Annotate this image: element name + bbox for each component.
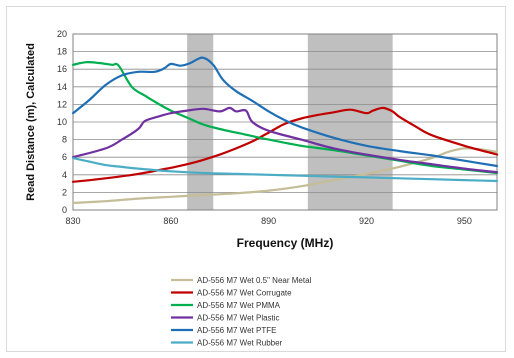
legend-label-5: AD-556 M7 Wet PTFE xyxy=(197,326,276,335)
series-line-4 xyxy=(71,106,499,174)
legend-label-2: AD-556 M7 Wet Corrugate xyxy=(197,289,292,298)
y-tick-label: 18 xyxy=(57,47,67,57)
tick-labels: 0 2 4 6 8 10 12 14 16 18 20 830 860 890 920 950 xyxy=(57,29,472,226)
legend-label-1: AD-556 M7 Wet 0.5" Near Metal xyxy=(197,276,312,285)
x-tick-label: 890 xyxy=(261,216,276,226)
x-tick-label: 920 xyxy=(359,216,374,226)
y-tick-label: 8 xyxy=(62,135,67,145)
chart-frame: 0 2 4 6 8 10 12 14 16 18 20 830 860 890 920 950 Read Di… xyxy=(6,6,506,352)
legend: AD-556 M7 Wet 0.5" Near Metal AD-556 M7 W… xyxy=(171,276,312,348)
plot-area xyxy=(72,33,498,211)
y-tick-label: 20 xyxy=(57,29,67,39)
y-tick-label: 6 xyxy=(62,152,67,162)
y-tick-label: 10 xyxy=(57,117,67,127)
legend-label-4: AD-556 M7 Wet Plastic xyxy=(197,314,280,323)
series-line-1 xyxy=(71,147,499,205)
y-tick-label: 14 xyxy=(57,82,67,92)
x-tick-label: 950 xyxy=(457,216,472,226)
y-tick-label: 16 xyxy=(57,64,67,74)
y-tick-label: 2 xyxy=(62,187,67,197)
x-tick-label: 860 xyxy=(163,216,178,226)
x-tick-label: 830 xyxy=(65,216,80,226)
y-tick-label: 12 xyxy=(57,99,67,109)
y-axis-label: Read Distance (m), Calculated xyxy=(25,43,37,201)
legend-label-6: AD-556 M7 Wet Rubber xyxy=(197,339,283,348)
series-line-5 xyxy=(71,56,499,168)
series-line-6 xyxy=(71,157,499,183)
line-chart: 0 2 4 6 8 10 12 14 16 18 20 830 860 890 920 950 Read Di… xyxy=(25,29,499,348)
x-axis-label: Frequency (MHz) xyxy=(237,236,334,250)
series-line-2 xyxy=(71,106,499,183)
legend-label-3: AD-556 M7 Wet PMMA xyxy=(197,301,281,310)
y-tick-label: 4 xyxy=(62,170,67,180)
y-tick-label: 0 xyxy=(62,205,67,215)
series xyxy=(71,56,499,205)
